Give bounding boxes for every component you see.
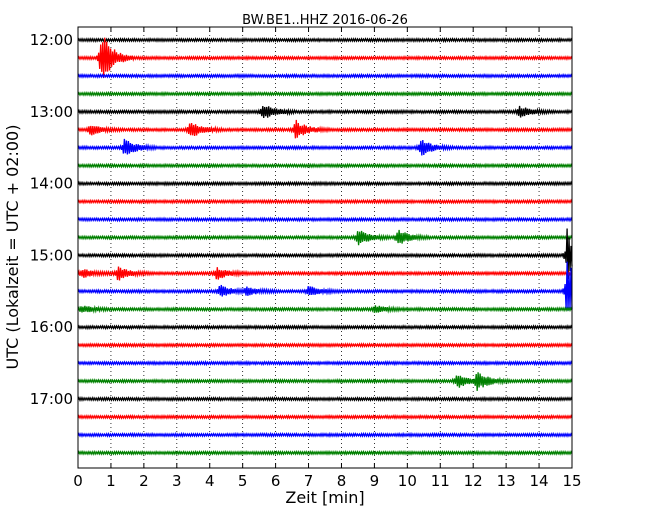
y-axis-ticks: 12:00 13:00 14:00 15:00 16:00 17:00 <box>30 31 572 408</box>
trace-line <box>77 180 573 187</box>
trace-line <box>77 449 573 456</box>
y-tick-label: 12:00 <box>30 31 73 49</box>
trace-line <box>77 342 573 349</box>
x-tick-label: 10 <box>398 472 417 490</box>
trace-line <box>77 138 573 156</box>
trace-line <box>77 266 573 281</box>
trace-line <box>77 162 573 169</box>
x-axis-ticks: 0 1 2 3 4 5 6 7 8 9 10 11 12 13 14 15 <box>73 27 582 490</box>
grid-lines <box>110 27 540 468</box>
plot-frame <box>77 26 573 469</box>
x-tick-label: 6 <box>271 472 281 490</box>
trace-line <box>77 216 573 223</box>
seismic-traces <box>77 36 573 456</box>
trace-line <box>77 229 573 246</box>
x-tick-label: 5 <box>238 472 248 490</box>
trace-line <box>77 36 573 44</box>
y-axis-label: UTC (Lokalzeit = UTC + 02:00) <box>3 125 22 370</box>
trace-line <box>77 119 573 139</box>
trace-line <box>77 228 573 280</box>
x-tick-label: 9 <box>370 472 380 490</box>
trace-line <box>77 372 573 391</box>
chart-title: BW.BE1..HHZ 2016-06-26 <box>242 13 408 28</box>
trace-line <box>77 324 573 331</box>
x-tick-label: 12 <box>464 472 483 490</box>
trace-line <box>77 413 573 420</box>
x-tick-label: 0 <box>73 472 83 490</box>
x-tick-label: 3 <box>172 472 182 490</box>
trace-line <box>77 198 573 205</box>
x-tick-label: 11 <box>431 472 450 490</box>
y-tick-label: 14:00 <box>30 175 73 193</box>
x-tick-label: 4 <box>205 472 215 490</box>
trace-line <box>77 395 573 403</box>
trace-line <box>77 431 573 439</box>
trace-line <box>77 72 573 80</box>
x-tick-label: 13 <box>497 472 516 490</box>
trace-line <box>77 37 573 79</box>
trace-line <box>77 105 573 118</box>
y-tick-label: 15:00 <box>30 246 73 264</box>
y-tick-label: 17:00 <box>30 390 73 408</box>
trace-line <box>77 359 573 367</box>
x-tick-label: 1 <box>106 472 116 490</box>
trace-line <box>77 90 573 97</box>
x-tick-label: 7 <box>304 472 314 490</box>
trace-line <box>77 261 573 312</box>
x-tick-label: 15 <box>562 472 581 490</box>
x-axis-label: Zeit [min] <box>285 488 364 507</box>
x-tick-label: 2 <box>139 472 149 490</box>
y-tick-label: 13:00 <box>30 103 73 121</box>
x-tick-label: 14 <box>530 472 549 490</box>
trace-line <box>77 304 573 314</box>
x-tick-label: 8 <box>337 472 347 490</box>
y-tick-label: 16:00 <box>30 318 73 336</box>
